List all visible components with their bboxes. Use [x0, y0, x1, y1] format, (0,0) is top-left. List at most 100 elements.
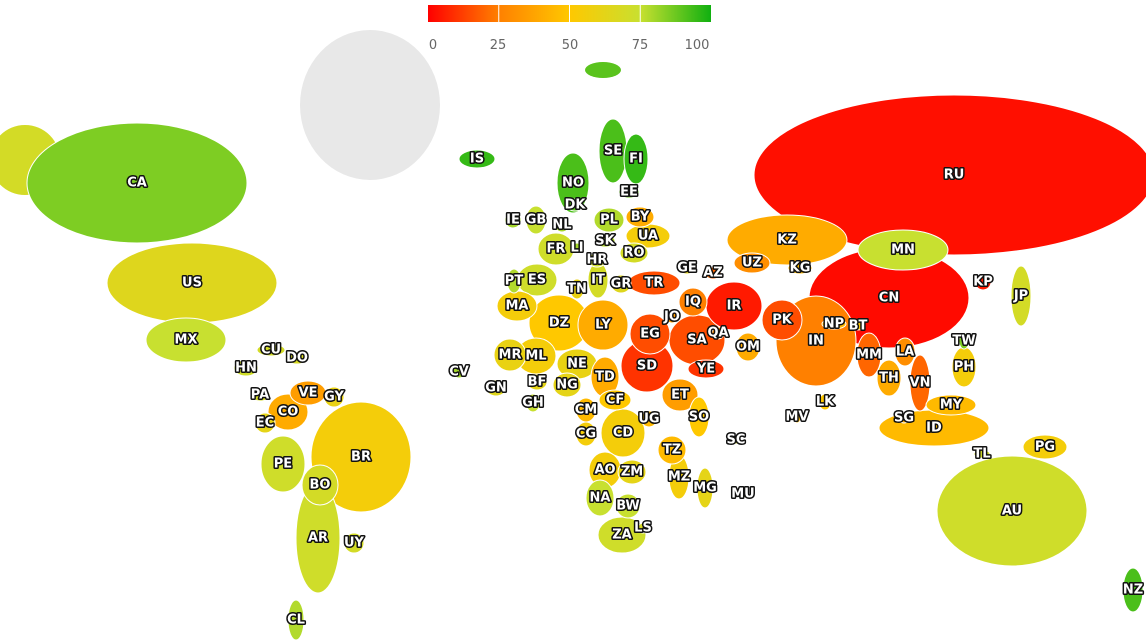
- country-shape-na[interactable]: [585, 479, 615, 517]
- country-shape-cl[interactable]: [287, 599, 305, 641]
- country-shape-pe[interactable]: [260, 435, 306, 493]
- country-label-ne: NE: [567, 357, 587, 372]
- country-shape-cu[interactable]: [256, 343, 286, 357]
- country-shape-tz[interactable]: [657, 435, 687, 465]
- country-label-fr: FR: [547, 242, 566, 257]
- country-shape-ls[interactable]: [637, 522, 649, 534]
- country-shape-ro[interactable]: [619, 242, 649, 264]
- country-shape-mv[interactable]: [792, 410, 802, 424]
- country-label-gb: GB: [526, 213, 547, 228]
- country-shape-om[interactable]: [735, 332, 761, 362]
- country-shape-ee[interactable]: [618, 185, 640, 199]
- country-shape-iq[interactable]: [678, 287, 708, 317]
- country-shape-dk[interactable]: [566, 198, 584, 212]
- svalbard-region: [585, 62, 621, 78]
- country-shape-ec[interactable]: [254, 412, 276, 434]
- country-shape-pl[interactable]: [593, 207, 625, 233]
- country-shape-gh[interactable]: [525, 393, 541, 413]
- country-label-sk: SK: [595, 234, 615, 249]
- country-shape-uy[interactable]: [343, 532, 365, 554]
- country-shape-et[interactable]: [661, 378, 699, 412]
- country-shape-kg[interactable]: [787, 261, 813, 275]
- country-shape-sk[interactable]: [594, 234, 616, 248]
- country-label-la: LA: [896, 345, 914, 360]
- country-shape-gy[interactable]: [323, 386, 345, 408]
- country-label-et: ET: [671, 388, 689, 403]
- country-shape-mu[interactable]: [738, 489, 748, 499]
- country-label-dk: DK: [565, 198, 587, 213]
- country-shape-ug[interactable]: [640, 410, 658, 428]
- country-label-cg: CG: [576, 427, 596, 442]
- country-shape-la[interactable]: [894, 337, 916, 367]
- country-shape-cf[interactable]: [598, 389, 632, 411]
- country-shape-sc[interactable]: [731, 435, 741, 445]
- country-shape-ie[interactable]: [504, 211, 522, 229]
- country-shape-mn[interactable]: [857, 229, 949, 271]
- country-label-sg: SG: [894, 411, 914, 426]
- country-label-do: DO: [286, 351, 308, 366]
- country-shape-az[interactable]: [704, 266, 722, 280]
- country-shape-tl[interactable]: [973, 449, 991, 459]
- country-shape-bo[interactable]: [301, 464, 339, 506]
- country-shape-kz[interactable]: [726, 214, 848, 266]
- country-shape-gb[interactable]: [525, 205, 547, 235]
- country-shape-ly[interactable]: [577, 299, 629, 351]
- country-shape-pk[interactable]: [761, 299, 803, 341]
- country-shape-mg[interactable]: [696, 467, 714, 509]
- country-shape-eg[interactable]: [629, 313, 671, 355]
- country-shape-do[interactable]: [286, 351, 308, 365]
- country-label-pk: PK: [772, 313, 793, 328]
- country-shape-bw[interactable]: [615, 493, 641, 519]
- country-shape-gn[interactable]: [485, 379, 507, 397]
- country-shape-by[interactable]: [625, 206, 655, 228]
- country-shape-ru[interactable]: [753, 94, 1146, 256]
- country-label-bo: BO: [310, 478, 331, 493]
- country-shape-vn[interactable]: [909, 354, 931, 412]
- country-shape-cg[interactable]: [575, 421, 597, 447]
- country-shape-mx[interactable]: [145, 317, 227, 363]
- country-shape-li[interactable]: [570, 242, 584, 254]
- country-label-pa: PA: [251, 388, 269, 403]
- country-shape-zm[interactable]: [617, 459, 647, 485]
- country-shape-qa[interactable]: [711, 326, 725, 340]
- country-label-ec: EC: [256, 416, 274, 431]
- country-shape-sg[interactable]: [897, 412, 911, 424]
- country-shape-uz[interactable]: [733, 252, 771, 274]
- country-shape-hr[interactable]: [587, 252, 607, 268]
- country-shape-au[interactable]: [936, 455, 1088, 567]
- country-shape-ge[interactable]: [678, 261, 696, 275]
- country-shape-pg[interactable]: [1022, 434, 1068, 460]
- country-shape-so[interactable]: [688, 396, 710, 438]
- country-shape-nz[interactable]: [1122, 567, 1144, 613]
- country-shape-tn[interactable]: [569, 278, 585, 300]
- country-label-tr: TR: [645, 276, 664, 291]
- country-shape-th[interactable]: [876, 359, 902, 397]
- country-shape-ng[interactable]: [552, 372, 582, 398]
- country-shape-kp[interactable]: [974, 273, 992, 291]
- country-shape-no[interactable]: [556, 152, 590, 214]
- country-shape-jp[interactable]: [1010, 265, 1032, 327]
- country-shape-za[interactable]: [597, 516, 647, 554]
- country-shape-tw[interactable]: [958, 332, 970, 350]
- country-label-gn: GN: [485, 381, 507, 396]
- country-shape-np[interactable]: [821, 318, 847, 330]
- country-shape-pa[interactable]: [249, 388, 271, 402]
- country-shape-mr[interactable]: [493, 338, 527, 372]
- country-shape-ca[interactable]: [26, 122, 248, 244]
- country-shape-bf[interactable]: [526, 373, 548, 391]
- country-shape-cv[interactable]: [452, 365, 466, 379]
- country-shape-jo[interactable]: [665, 310, 679, 324]
- country-label-mr: MR: [499, 348, 522, 363]
- country-shape-ye[interactable]: [687, 359, 725, 379]
- country-shape-fi[interactable]: [623, 133, 649, 185]
- country-shape-gr[interactable]: [610, 274, 632, 294]
- country-shape-pt[interactable]: [506, 268, 522, 294]
- country-shape-nl[interactable]: [554, 217, 570, 233]
- country-shape-bt[interactable]: [851, 321, 865, 331]
- country-shape-my[interactable]: [925, 394, 977, 416]
- country-shape-hn[interactable]: [233, 359, 259, 377]
- country-shape-lk[interactable]: [818, 393, 832, 411]
- country-shape-is[interactable]: [458, 149, 496, 169]
- country-label-mu: MU: [731, 487, 755, 502]
- country-shape-mm[interactable]: [856, 332, 882, 378]
